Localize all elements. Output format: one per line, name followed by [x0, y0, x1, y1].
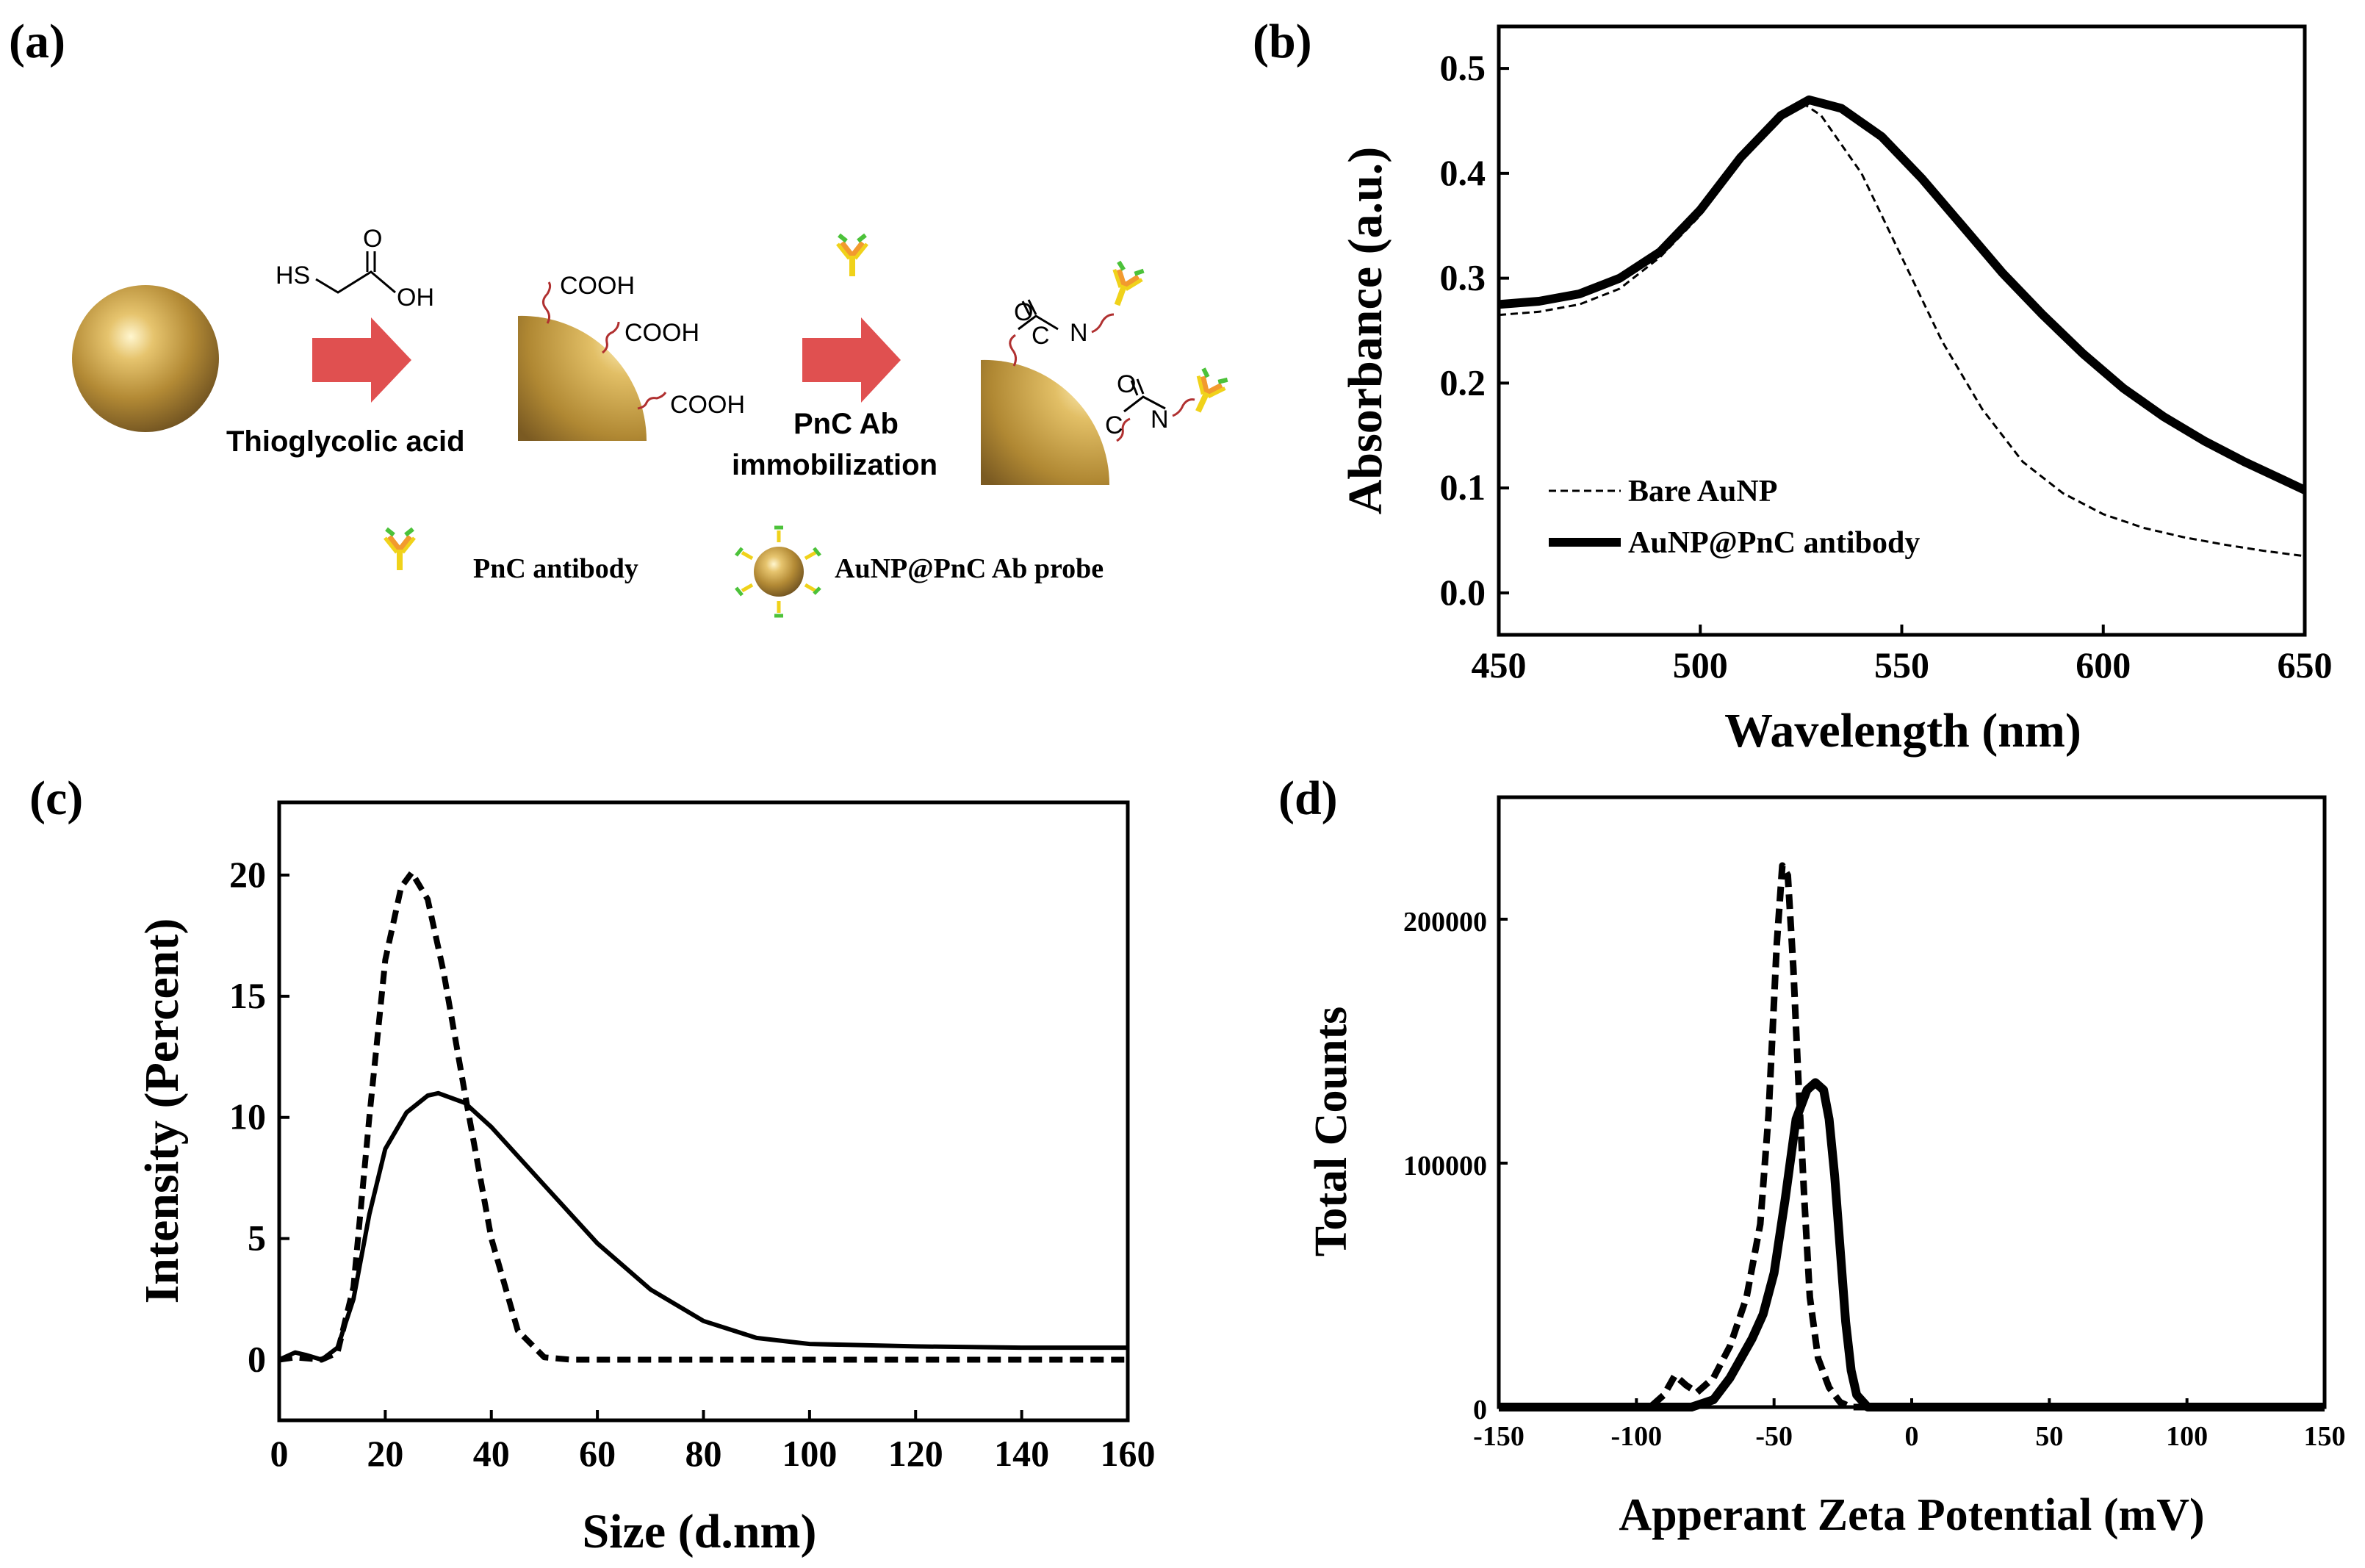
- x-tick-label: 500: [1673, 644, 1728, 686]
- x-tick-label: 120: [888, 1433, 943, 1474]
- y-tick-label: 0.4: [1440, 152, 1486, 193]
- reaction-arrow-icon: [802, 317, 901, 403]
- y-tick-label: 10: [229, 1096, 266, 1137]
- x-axis-title: Apperant Zeta Potential (mV): [1619, 1490, 2204, 1540]
- x-tick-label: 20: [367, 1433, 403, 1474]
- y-tick-label: 5: [248, 1218, 266, 1259]
- x-tick-label: 0: [1905, 1421, 1919, 1452]
- x-tick-label: 100: [782, 1433, 837, 1474]
- amide-linkage-lower: O C N: [1105, 368, 1228, 442]
- cooh-label: COOH: [624, 319, 699, 347]
- amide-o-label: O: [1014, 298, 1033, 326]
- gold-nanoparticle-icon: [72, 285, 219, 432]
- amide-c-label: C: [1032, 322, 1050, 350]
- series-line-bare-aunp: [1499, 862, 2325, 1411]
- x-tick-label: 60: [579, 1433, 616, 1474]
- amide-n-label: N: [1151, 406, 1169, 434]
- y-tick-label: 0.5: [1440, 47, 1486, 88]
- x-tick-label: 40: [473, 1433, 510, 1474]
- reagent-2-label-line1: PnC Ab: [793, 408, 899, 440]
- key-antibody-label: PnC antibody: [473, 553, 638, 584]
- x-axis-title: Size (d.nm): [583, 1505, 817, 1558]
- x-tick-label: 650: [2278, 644, 2333, 686]
- scheme-panel: (a) HS O OH Thioglycolic acid COOH COOH …: [9, 15, 1228, 618]
- y-axis-title: Intensity (Percent): [135, 918, 189, 1304]
- y-tick-label: 0.2: [1440, 362, 1486, 403]
- panel-label-b: (b): [1253, 15, 1312, 68]
- y-tick-label: 15: [229, 975, 266, 1016]
- x-tick-label: 100: [2166, 1421, 2208, 1452]
- plot-frame: [1497, 795, 2327, 1409]
- legend-label-antibody: AuNP@PnC antibody: [1628, 526, 1920, 560]
- chem-oh-label: OH: [397, 284, 434, 312]
- x-tick-label: -50: [1755, 1421, 1793, 1452]
- y-tick-label: 0.1: [1440, 467, 1486, 508]
- series-line-aunp-pnc-antibody: [1498, 95, 2307, 495]
- chem-sh-label: HS: [276, 262, 310, 289]
- panel-label-a: (a): [9, 15, 65, 68]
- y-tick-label: 0: [1473, 1395, 1487, 1425]
- x-tick-label: 150: [2304, 1421, 2346, 1452]
- y-tick-label: 0.3: [1440, 257, 1486, 298]
- series-line-aunp-pnc-antibody: [1499, 1078, 2325, 1411]
- x-axis-title: Wavelength (nm): [1724, 704, 2081, 758]
- x-tick-label: -150: [1473, 1421, 1525, 1452]
- amide-linkage-upper: O C N: [1009, 262, 1145, 367]
- x-tick-label: 550: [1874, 644, 1929, 686]
- thioglycolic-acid-structure: HS O OH: [276, 225, 434, 312]
- x-tick-label: 160: [1101, 1433, 1156, 1474]
- antibody-icon: [838, 235, 867, 276]
- y-tick-label: 100000: [1403, 1151, 1487, 1182]
- size-distribution-chart: (c) 0 20 40 60 80 100 120 140 160 0 5 10 15 20 Size (…: [29, 772, 1156, 1558]
- y-tick-label: 20: [229, 854, 266, 895]
- x-tick-label: 50: [2035, 1421, 2063, 1452]
- chem-o-label: O: [363, 225, 382, 253]
- x-tick-label: 80: [685, 1433, 722, 1474]
- reagent-1-label: Thioglycolic acid: [226, 425, 465, 458]
- absorbance-chart: (b) 450 500 550 600 650 0.0 0.1 0.2 0.3 0.4 0.5 Wa…: [1253, 15, 2333, 758]
- gold-surface-antibody-icon: [981, 359, 1109, 485]
- y-tick-label: 0.0: [1440, 572, 1486, 613]
- panel-label-d: (d): [1278, 772, 1338, 825]
- zeta-potential-chart: (d) -150 -100 -50 0 50 100 150 0 100000 200000 Ap…: [1278, 772, 2346, 1540]
- x-tick-label: -100: [1611, 1421, 1663, 1452]
- series-line-aunp-pnc-antibody: [278, 1090, 1128, 1362]
- key-probe-label: AuNP@PnC Ab probe: [835, 553, 1104, 584]
- reagent-2-label-line2: immobilization: [732, 449, 937, 481]
- series-line-bare-aunp: [1498, 101, 2305, 558]
- amide-o-label: O: [1117, 370, 1136, 398]
- cooh-label: COOH: [670, 391, 745, 419]
- reaction-arrow-icon: [312, 317, 411, 403]
- legend-label-bare: Bare AuNP: [1628, 475, 1777, 508]
- amide-n-label: N: [1070, 319, 1088, 347]
- y-axis-title: Total Counts: [1306, 1007, 1356, 1257]
- antibody-key-icon: [385, 529, 414, 570]
- series-line-bare-aunp: [278, 869, 1128, 1363]
- legend: Bare AuNP AuNP@PnC antibody: [1549, 475, 1920, 560]
- panel-label-c: (c): [29, 772, 83, 825]
- x-tick-label: 140: [994, 1433, 1049, 1474]
- gold-surface-cooh-icon: [518, 315, 647, 441]
- x-tick-label: 0: [270, 1433, 289, 1474]
- x-tick-label: 450: [1472, 644, 1527, 686]
- y-tick-label: 0: [248, 1339, 266, 1380]
- y-axis-title: Absorbance (a.u.): [1339, 147, 1392, 515]
- probe-key-icon: [735, 525, 821, 618]
- x-tick-label: 600: [2076, 644, 2131, 686]
- amide-c-label: C: [1105, 411, 1123, 439]
- y-tick-label: 200000: [1403, 907, 1487, 938]
- cooh-label: COOH: [560, 272, 635, 300]
